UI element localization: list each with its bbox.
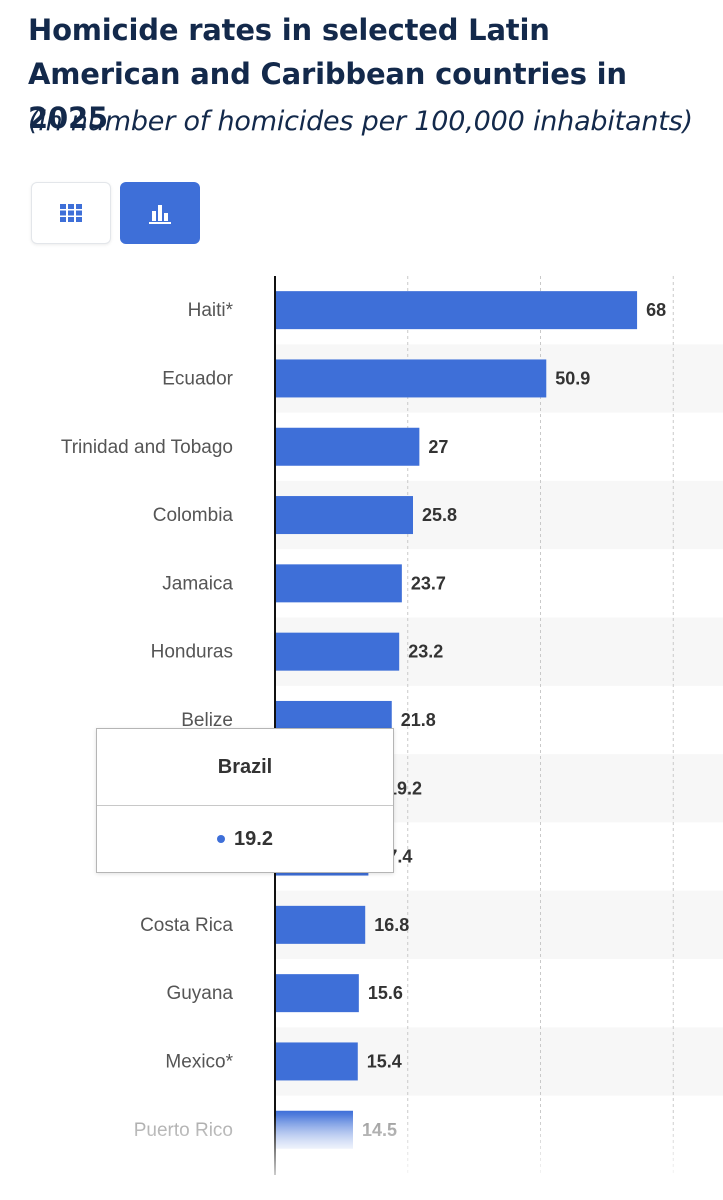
category-label: Colombia (153, 505, 234, 526)
bar-chart-icon (149, 205, 171, 224)
value-label: 23.2 (408, 642, 443, 662)
value-label: 16.8 (374, 915, 409, 935)
category-label: Jamaica (162, 573, 233, 594)
bar[interactable] (276, 291, 638, 330)
value-label: 25.8 (422, 505, 457, 525)
chart-tooltip: Brazil 19.2 (96, 728, 394, 873)
category-label: Honduras (151, 642, 233, 663)
category-label: Mexico* (165, 1051, 233, 1072)
bar[interactable] (276, 359, 547, 398)
category-label: Guyana (166, 983, 233, 1004)
category-label: Haiti* (188, 300, 234, 321)
category-label: Costa Rica (140, 915, 233, 936)
table-view-button[interactable] (31, 182, 111, 244)
category-label: Belize (181, 710, 233, 731)
chart-view-button[interactable] (120, 182, 200, 244)
value-label: 19.2 (387, 778, 422, 798)
value-label: 15.6 (368, 983, 403, 1003)
value-label: 21.8 (401, 710, 436, 730)
category-label: Ecuador (162, 368, 233, 389)
value-label: 50.9 (555, 368, 590, 388)
category-label: Trinidad and Tobago (61, 437, 233, 458)
value-label: 14.5 (362, 1120, 397, 1140)
series-dot-icon (217, 835, 226, 843)
bar[interactable] (276, 905, 366, 944)
chart-subtitle: (in number of homicides per 100,000 inha… (28, 106, 693, 137)
bar[interactable] (276, 427, 420, 466)
category-label: Puerto Rico (134, 1120, 233, 1141)
tooltip-category: Brazil (97, 729, 393, 806)
value-label: 15.4 (367, 1051, 402, 1071)
bar[interactable] (276, 564, 402, 603)
grid-icon (60, 204, 82, 222)
bar[interactable] (276, 974, 359, 1013)
bar[interactable] (276, 1110, 353, 1149)
bar[interactable] (276, 1042, 358, 1081)
tooltip-value: 19.2 (234, 827, 273, 850)
tooltip-value-row: 19.2 (97, 806, 393, 872)
bar[interactable] (276, 632, 400, 671)
value-label: 27 (428, 437, 448, 457)
bar[interactable] (276, 496, 413, 535)
chart-title: Homicide rates in selected Latin America… (28, 13, 627, 135)
bar-chart: 6850.92725.823.723.221.819.217.416.815.6… (0, 276, 723, 1180)
value-label: 23.7 (411, 573, 446, 593)
value-label: 68 (646, 300, 666, 320)
